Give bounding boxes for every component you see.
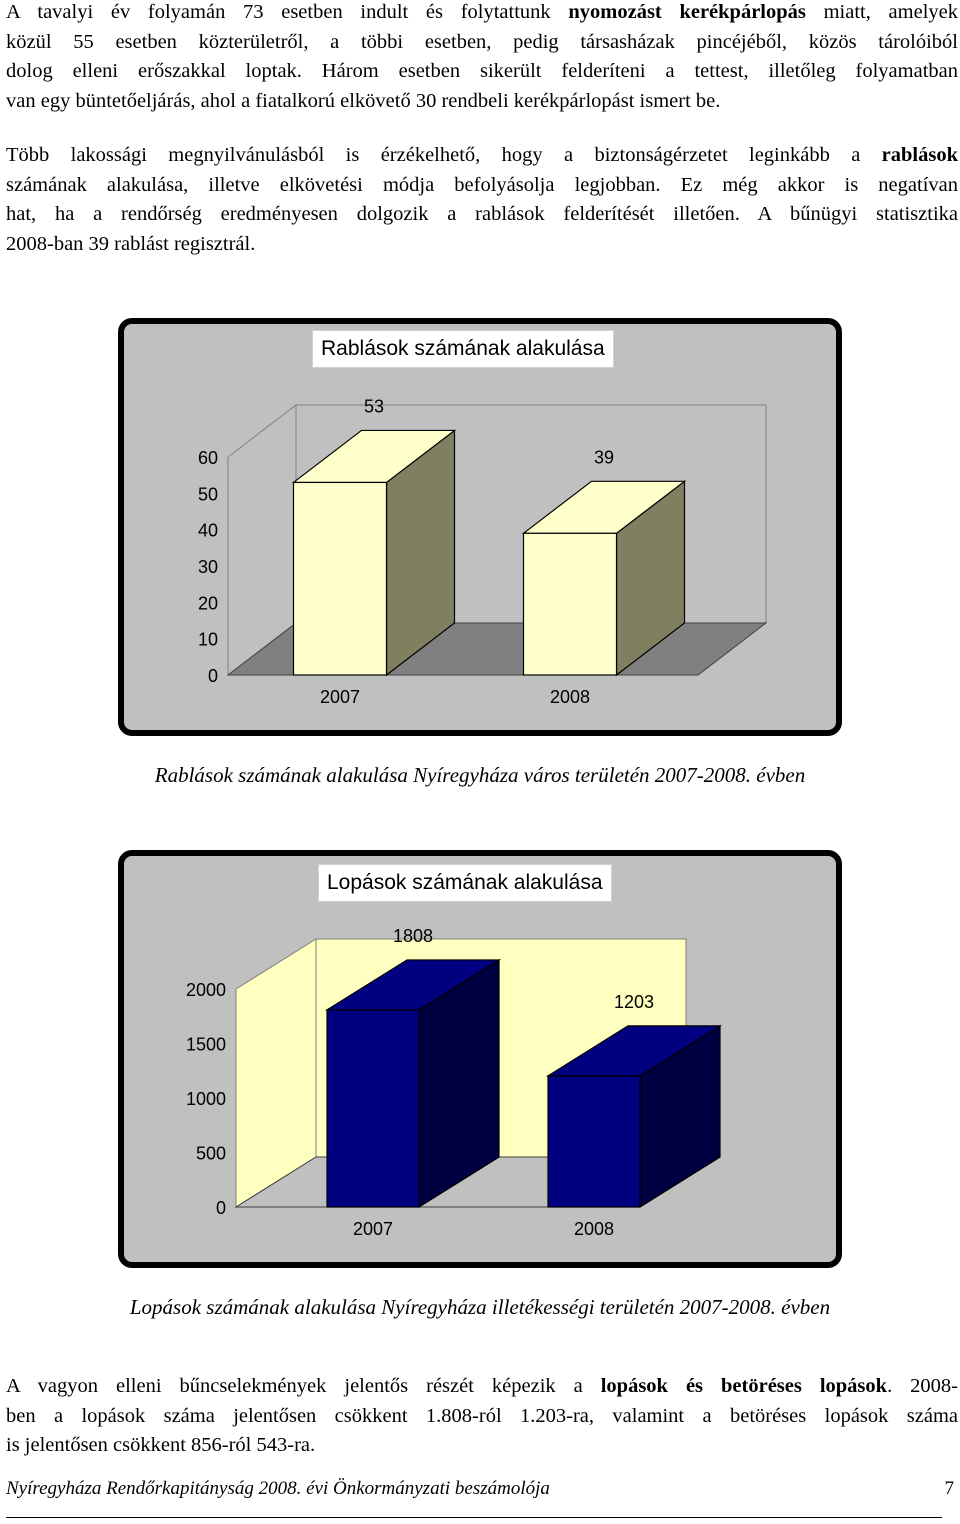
bar: [547, 1075, 641, 1208]
text-line: ben a lopások száma jelentősen csökkent …: [6, 1404, 958, 1427]
y-tick-label: 2000: [186, 980, 226, 1000]
text-line: van egy büntetőeljárás, ahol a fiatalkor…: [6, 89, 721, 112]
y-tick-label: 20: [198, 593, 218, 613]
category-label: 2007: [320, 687, 360, 707]
page-footer: Nyíregyháza Rendőrkapitányság 2008. évi …: [6, 1478, 954, 1500]
text-line: is jelentősen csökkent 856-ról 543-ra.: [6, 1434, 316, 1456]
footer-rule: [6, 1517, 942, 1518]
theft-chart-title: Lopások számának alakulása: [318, 864, 612, 902]
bar: [292, 481, 388, 676]
y-tick-label: 50: [198, 484, 218, 504]
text-line: Több lakossági megnyilvánulásból is érzé…: [6, 144, 958, 166]
bold-phrase: nyomozást kerékpárlopás: [568, 1, 806, 23]
y-tick-label: 0: [216, 1198, 226, 1218]
text-line: hat, ha a rendőrség eredményesen dolgozi…: [6, 203, 958, 225]
y-tick-label: 1500: [186, 1035, 226, 1055]
y-tick-label: 500: [196, 1144, 226, 1164]
category-label: 2008: [550, 687, 590, 707]
paragraph-property-crimes: A vagyon elleni bűncselekmények jelentős…: [6, 1372, 958, 1461]
bold-phrase: rablások: [881, 144, 958, 166]
y-tick-label: 1000: [186, 1089, 226, 1109]
bar: [522, 532, 618, 676]
text-line: 2008-ban 39 rablást regisztrál.: [6, 232, 256, 255]
data-label: 1808: [393, 926, 433, 946]
robbery-chart: 0 10 20 30 40 50 60 53 2007 39 2008: [198, 396, 768, 707]
bar: [326, 1009, 420, 1208]
text-line: dolog elleni erőszakkal loptak. Három es…: [6, 60, 958, 82]
y-tick-label: 30: [198, 557, 218, 577]
data-label: 53: [364, 396, 384, 416]
text-line: közül 55 esetben közterületről, a többi …: [6, 30, 958, 53]
text-line: A tavalyi év folyamán 73 esetben indult …: [6, 1, 958, 23]
data-label: 1203: [614, 992, 654, 1012]
y-tick-label: 40: [198, 521, 218, 541]
theft-chart: 0 500 1000 1500 2000 1808 2007 1203 2008: [186, 926, 723, 1239]
bold-phrase: lopások és betöréses lopások: [600, 1375, 888, 1397]
y-tick-label: 10: [198, 630, 218, 650]
text-line: számának alakulása, illetve elkövetési m…: [6, 173, 958, 196]
paragraph-robbery: Több lakossági megnyilvánulásból is érzé…: [6, 141, 958, 259]
theft-chart-frame: 0 500 1000 1500 2000 1808 2007 1203 2008 Lopások…: [118, 850, 842, 1268]
theft-chart-caption: Lopások számának alakulása Nyíregyháza i…: [129, 1295, 831, 1319]
category-label: 2008: [574, 1219, 614, 1239]
category-label: 2007: [353, 1219, 393, 1239]
y-tick-label: 0: [208, 666, 218, 686]
robbery-chart-caption: Rablások számának alakulása Nyíregyháza …: [154, 763, 806, 787]
page-number: 7: [944, 1478, 955, 1499]
robbery-chart-title: Rablások számának alakulása: [312, 330, 614, 368]
paragraph-bicycle-theft: A tavalyi év folyamán 73 esetben indult …: [6, 0, 958, 116]
data-label: 39: [594, 447, 614, 467]
y-tick-label: 60: [198, 448, 218, 468]
footer-text: Nyíregyháza Rendőrkapitányság 2008. évi …: [6, 1478, 550, 1499]
robbery-chart-frame: 0 10 20 30 40 50 60 53 2007 39 2008 Rablások számá…: [118, 318, 842, 736]
text-line: A vagyon elleni bűncselekmények jelentős…: [6, 1375, 959, 1397]
